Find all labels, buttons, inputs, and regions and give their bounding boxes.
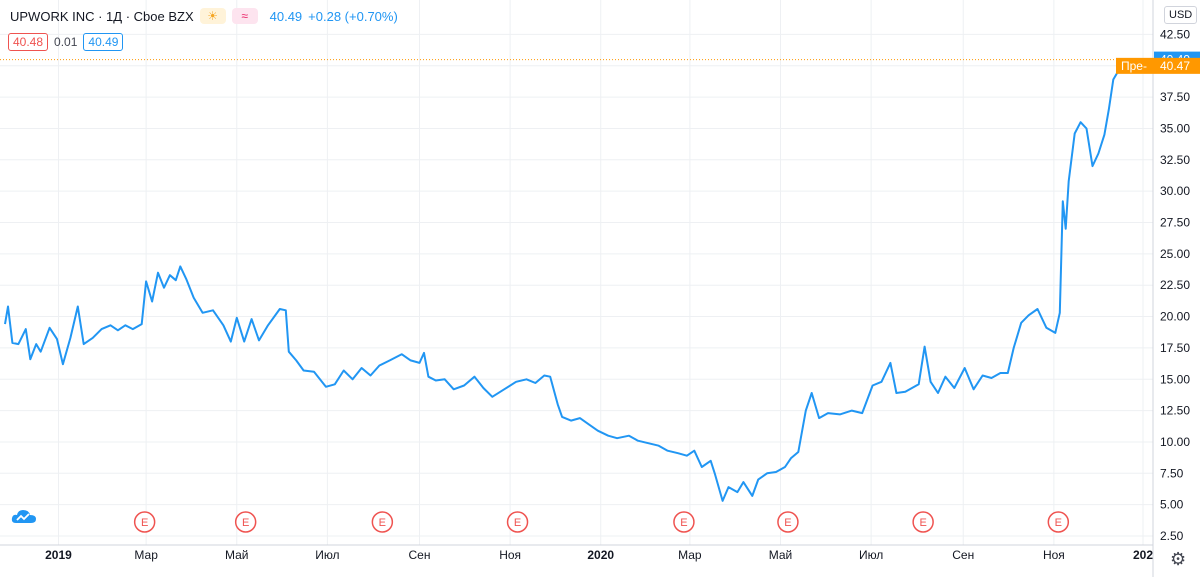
y-tick-label: 12.50 xyxy=(1160,404,1190,418)
x-tick-label: Мар xyxy=(134,548,158,562)
earnings-marker-label: E xyxy=(919,517,926,529)
x-tick-label: Май xyxy=(769,548,793,562)
gear-icon[interactable]: ⚙ xyxy=(1170,549,1187,569)
x-tick-label: Сен xyxy=(952,548,974,562)
x-tick-label: Мар xyxy=(678,548,702,562)
y-tick-label: 37.50 xyxy=(1160,90,1190,104)
y-tick-label: 15.00 xyxy=(1160,372,1190,386)
sun-icon[interactable]: ☀ xyxy=(199,8,226,24)
y-tick-label: 22.50 xyxy=(1160,278,1190,292)
y-tick-label: 17.50 xyxy=(1160,341,1190,355)
bid-button[interactable]: 40.48 xyxy=(8,33,49,51)
y-tick-label: 35.00 xyxy=(1160,121,1190,135)
x-tick-label: 2020 xyxy=(587,548,614,562)
x-tick-label: Ноя xyxy=(1043,548,1065,562)
x-tick-label: Ноя xyxy=(499,548,521,562)
y-tick-label: 25.00 xyxy=(1160,247,1190,261)
symbol-title[interactable]: UPWORK INC · 1Д · Cboe BZX xyxy=(10,8,194,24)
plot-area[interactable] xyxy=(0,0,1153,545)
y-tick-label: 30.00 xyxy=(1160,184,1190,198)
x-tick-label: Сен xyxy=(409,548,431,562)
x-tick-label: Май xyxy=(225,548,249,562)
cloud-logo-icon xyxy=(11,510,36,523)
y-tick-label: 42.50 xyxy=(1160,27,1190,41)
pre-market-badge xyxy=(1116,57,1200,74)
y-tick-label: 32.50 xyxy=(1160,153,1190,167)
y-tick-label: 2.50 xyxy=(1160,529,1184,543)
earnings-marker[interactable] xyxy=(1047,511,1070,533)
y-tick-label: 7.50 xyxy=(1160,466,1184,480)
earnings-marker-label: E xyxy=(141,517,148,529)
earnings-marker-label: E xyxy=(1055,517,1062,529)
earnings-marker-label: E xyxy=(242,517,249,529)
ask-button[interactable]: 40.49 xyxy=(83,33,124,51)
chart-header: UPWORK INC · 1Д · Cboe BZX ☀ ≈ 40.49 +0.… xyxy=(10,8,398,24)
earnings-marker[interactable] xyxy=(133,511,156,533)
earnings-marker[interactable] xyxy=(777,511,799,533)
x-tick-label: 2019 xyxy=(45,548,72,562)
earnings-marker-label: E xyxy=(680,517,687,529)
y-tick-label: 20.00 xyxy=(1160,310,1190,324)
price-change: +0.28 (+0.70%) xyxy=(308,8,398,24)
pre-market-value: 40.47 xyxy=(1160,59,1190,73)
y-tick-label: 10.00 xyxy=(1160,435,1190,449)
earnings-marker-label: E xyxy=(784,517,791,529)
x-tick-label: Июл xyxy=(859,548,883,562)
spread-value: 0.01 xyxy=(54,35,78,49)
wave-icon[interactable]: ≈ xyxy=(231,8,258,24)
last-price: 40.49 xyxy=(269,8,303,24)
currency-button[interactable]: USD xyxy=(1164,6,1198,24)
x-tick-label: Июл xyxy=(315,548,339,562)
earnings-marker[interactable] xyxy=(234,511,257,533)
earnings-marker[interactable] xyxy=(506,511,529,533)
earnings-marker-label: E xyxy=(514,517,521,529)
earnings-marker[interactable] xyxy=(912,511,934,533)
y-tick-label: 27.50 xyxy=(1160,216,1190,230)
price-series-line[interactable] xyxy=(4,59,1122,502)
quote-row: 40.48 0.01 40.49 xyxy=(8,33,124,51)
earnings-marker[interactable] xyxy=(371,511,394,533)
pre-market-prefix: Пре- xyxy=(1121,59,1147,73)
x-tick-label: 202 xyxy=(1133,548,1153,562)
earnings-marker[interactable] xyxy=(673,511,695,533)
y-tick-label: 5.00 xyxy=(1160,498,1184,512)
earnings-marker-label: E xyxy=(379,517,386,529)
